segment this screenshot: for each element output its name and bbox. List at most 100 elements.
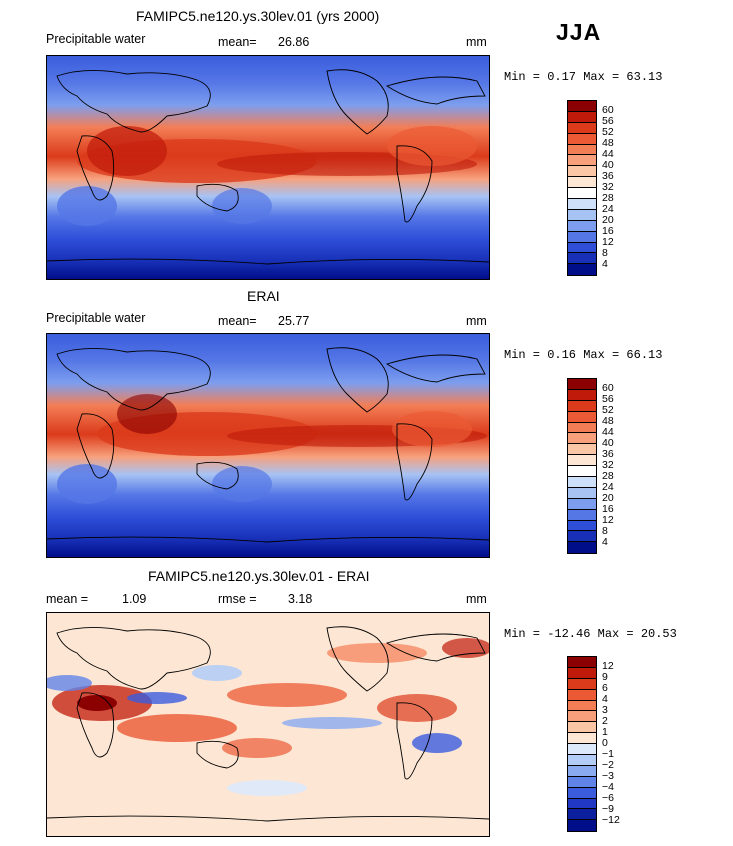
panel3-map bbox=[46, 612, 490, 837]
season-label: JJA bbox=[556, 19, 602, 45]
panel3-colorbar bbox=[567, 656, 597, 832]
panel2-title: ERAI bbox=[247, 288, 280, 304]
panel2-colorbar-bin bbox=[568, 400, 596, 412]
panel1-mean-value: 26.86 bbox=[278, 35, 310, 49]
panel2-colorbar-bin bbox=[568, 455, 596, 467]
panel2-colorbar-bin bbox=[568, 422, 596, 434]
panel3-colorbar-bin bbox=[568, 689, 596, 701]
panel2-colorbar-label: 20 bbox=[602, 492, 614, 504]
panel3-colorbar-bin bbox=[568, 678, 596, 690]
panel2-colorbar-bin bbox=[568, 433, 596, 445]
panel3-colorbar-bin bbox=[568, 787, 596, 799]
panel1-colorbar-bin bbox=[568, 155, 596, 167]
panel2-map bbox=[46, 333, 490, 558]
panel2-colorbar-label: 52 bbox=[602, 404, 614, 416]
panel2-colorbar-label: 36 bbox=[602, 448, 614, 460]
panel1-colorbar-label: 36 bbox=[602, 170, 614, 182]
panel1-colorbar-bin bbox=[568, 166, 596, 178]
panel1-colorbar-bin bbox=[568, 199, 596, 210]
panel1-colorbar-label: 16 bbox=[602, 225, 614, 237]
panel1-colorbar-label: 60 bbox=[602, 104, 614, 116]
panel3-rmse-label: rmse = bbox=[218, 592, 257, 606]
panel1-colorbar-bin bbox=[568, 253, 596, 265]
panel3-colorbar-label: 1 bbox=[602, 726, 608, 738]
panel3-colorbar-label: 4 bbox=[602, 693, 608, 705]
panel3-colorbar-bin bbox=[568, 711, 596, 723]
panel3-colorbar-label: −2 bbox=[602, 759, 614, 771]
panel1-units: mm bbox=[466, 35, 487, 49]
panel2-colorbar-bin bbox=[568, 411, 596, 423]
panel2-colorbar bbox=[567, 378, 597, 554]
panel3-units: mm bbox=[466, 592, 487, 606]
panel2-minmax: Min = 0.16 Max = 66.13 bbox=[504, 348, 663, 362]
panel1-colorbar-bin bbox=[568, 122, 596, 134]
panel3-colorbar-bin bbox=[568, 744, 596, 756]
panel1-colorbar-label: 44 bbox=[602, 148, 614, 160]
panel2-colorbar-bin bbox=[568, 389, 596, 401]
panel3-colorbar-bin bbox=[568, 722, 596, 734]
panel2-colorbar-label: 40 bbox=[602, 437, 614, 449]
panel1-colorbar-label: 12 bbox=[602, 236, 614, 248]
panel1-colorbar-label: 24 bbox=[602, 203, 614, 215]
panel1-colorbar-bin bbox=[568, 188, 596, 200]
panel3-colorbar-label: 3 bbox=[602, 704, 608, 716]
panel1-colorbar-label: 32 bbox=[602, 181, 614, 193]
panel1-colorbar-bin bbox=[568, 144, 596, 156]
panel2-colorbar-label: 56 bbox=[602, 393, 614, 405]
panel1-colorbar-bin bbox=[568, 101, 596, 112]
panel3-colorbar-label: 12 bbox=[602, 660, 614, 672]
panel2-colorbar-bin bbox=[568, 487, 596, 499]
panel3-colorbar-label: −3 bbox=[602, 770, 614, 782]
panel3-colorbar-label: 0 bbox=[602, 737, 608, 749]
panel3-colorbar-bin bbox=[568, 765, 596, 777]
panel3-colorbar-bin bbox=[568, 820, 596, 832]
panel3-colorbar-label: 9 bbox=[602, 671, 608, 683]
panel2-colorbar-bin bbox=[568, 509, 596, 521]
panel1-colorbar-label: 52 bbox=[602, 126, 614, 138]
panel1-variable: Precipitable water bbox=[46, 32, 146, 46]
panel2-colorbar-label: 4 bbox=[602, 536, 608, 548]
panel2-colorbar-bin bbox=[568, 379, 596, 390]
panel1-mean-label: mean= bbox=[218, 35, 257, 49]
panel3-colorbar-bin bbox=[568, 776, 596, 788]
panel3-rmse-value: 3.18 bbox=[288, 592, 313, 606]
panel2-units: mm bbox=[466, 314, 487, 328]
panel1-colorbar-bin bbox=[568, 209, 596, 221]
panel1-colorbar-bin bbox=[568, 220, 596, 232]
panel1-colorbar-label: 20 bbox=[602, 214, 614, 226]
panel2-colorbar-label: 60 bbox=[602, 382, 614, 394]
panel2-colorbar-bin bbox=[568, 531, 596, 543]
panel3-colorbar-label: 2 bbox=[602, 715, 608, 727]
panel3-colorbar-bin bbox=[568, 809, 596, 821]
panel3-mean-value: 1.09 bbox=[122, 592, 147, 606]
panel1-colorbar-label: 40 bbox=[602, 159, 614, 171]
panel3-colorbar-bin bbox=[568, 798, 596, 810]
panel3-colorbar-bin bbox=[568, 700, 596, 712]
panel1-colorbar-label: 8 bbox=[602, 247, 608, 259]
panel3-colorbar-label: −6 bbox=[602, 792, 614, 804]
panel1-colorbar-bin bbox=[568, 231, 596, 243]
panel2-colorbar-label: 32 bbox=[602, 459, 614, 471]
panel3-colorbar-label: −4 bbox=[602, 781, 614, 793]
panel1-colorbar-label: 56 bbox=[602, 115, 614, 127]
panel3-colorbar-label: −1 bbox=[602, 748, 614, 760]
panel3-colorbar-bin bbox=[568, 755, 596, 766]
panel2-colorbar-label: 48 bbox=[602, 415, 614, 427]
panel3-mean-label: mean = bbox=[46, 592, 89, 606]
panel2-colorbar-bin bbox=[568, 466, 596, 478]
panel1-title: FAMIPC5.ne120.ys.30lev.01 (yrs 2000) bbox=[136, 8, 380, 24]
panel3-colorbar-label: −9 bbox=[602, 803, 614, 815]
panel2-colorbar-bin bbox=[568, 477, 596, 488]
panel2-colorbar-bin bbox=[568, 520, 596, 532]
panel1-colorbar-bin bbox=[568, 133, 596, 145]
panel2-colorbar-label: 12 bbox=[602, 514, 614, 526]
panel3-title: FAMIPC5.ne120.ys.30lev.01 - ERAI bbox=[148, 568, 370, 584]
panel2-colorbar-label: 28 bbox=[602, 470, 614, 482]
panel2-colorbar-label: 8 bbox=[602, 525, 608, 537]
panel2-colorbar-label: 16 bbox=[602, 503, 614, 515]
panel1-colorbar-label: 48 bbox=[602, 137, 614, 149]
panel3-colorbar-bin bbox=[568, 657, 596, 668]
panel2-variable: Precipitable water bbox=[46, 311, 146, 325]
panel3-colorbar-bin bbox=[568, 667, 596, 679]
panel2-colorbar-label: 24 bbox=[602, 481, 614, 493]
